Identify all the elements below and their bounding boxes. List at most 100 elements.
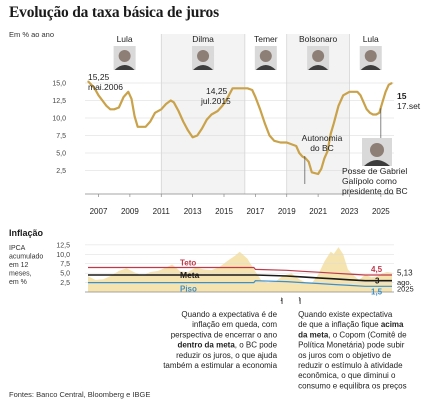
selic-point (369, 112, 371, 114)
selic-point (286, 141, 288, 144)
selic-point (330, 133, 332, 135)
peak-value-label: 14,25 (206, 86, 228, 96)
inflation-title: Inflação (9, 228, 44, 238)
x-tick-label: 2013 (184, 207, 202, 216)
x-tick-label: 2019 (278, 207, 296, 216)
y-tick-label: 12,5 (52, 98, 66, 105)
ipca-end-date-1: ago. (397, 278, 412, 287)
note-text: inflação em queda, com (192, 320, 277, 329)
selic-point (109, 108, 111, 110)
note-bold-text: dentro da meta (177, 341, 235, 350)
president-3: Bolsonaro (299, 34, 338, 70)
selic-point (105, 105, 107, 107)
selic-point (381, 101, 384, 103)
end-value-label: 15 (397, 91, 407, 101)
selic-point (170, 99, 172, 102)
x-tick-label: 2025 (372, 207, 390, 216)
selic-point (384, 91, 387, 93)
selic-point (113, 108, 115, 110)
note-right-line: reduzir o estímulo à atividade (298, 361, 403, 370)
president-1: Dilma (192, 34, 214, 70)
note-text: , o Copom (Comitê de (328, 330, 407, 339)
note-bold-text: da meta (298, 330, 329, 339)
note-text: Quando existe expectativa (298, 310, 393, 319)
x-tick-label: 2023 (341, 207, 359, 216)
meta-label: Meta (180, 270, 200, 280)
teto-label: Teto (180, 259, 196, 268)
source-note: Fontes: Banco Central, Bloomberg e IBGE (9, 390, 151, 399)
y-tick-label: 2,5 (60, 280, 70, 287)
band-teto (88, 266, 392, 276)
note-marker-down: ↓ (280, 296, 284, 303)
selic-point (348, 91, 351, 93)
selic-point (254, 96, 256, 98)
selic-point (356, 91, 358, 93)
inflation-ylabel: em % (9, 279, 27, 286)
ipca-end-date-2: 2025 (397, 285, 414, 294)
selic-point (298, 152, 300, 154)
band-piso (88, 280, 392, 287)
y-tick-label: 10,0 (52, 116, 66, 123)
selic-point (391, 82, 393, 84)
note-right-line: econômica, o que diminui o (298, 371, 396, 380)
unit-label: Em % ao ano (9, 30, 55, 39)
ipca-area (88, 247, 392, 292)
selic-point (165, 103, 167, 105)
selic-point (192, 136, 194, 138)
photo-shoulders (193, 65, 214, 70)
x-tick-label: 2007 (90, 207, 108, 216)
selic-point (295, 145, 297, 147)
galipolo-label-1: Posse de Gabriel (342, 166, 407, 176)
note-text: também a estimular a economia (163, 361, 277, 370)
y-tick-label: 15,0 (52, 81, 66, 88)
galipolo-annotation (362, 108, 392, 166)
selic-point (173, 101, 175, 103)
selic-point (127, 91, 129, 93)
photo-head (370, 143, 384, 157)
selic-point (337, 105, 340, 107)
selic-point (133, 115, 136, 117)
meta-end-label: 3 (375, 277, 380, 286)
note-right-line: de que a inflação fique acima (298, 320, 404, 329)
teto-end-label: 4,5 (371, 265, 383, 274)
selic-point (177, 110, 180, 112)
note-text: econômica, o que diminui o (298, 371, 396, 380)
note-bold-text: acima (381, 320, 404, 329)
note-marker-up: ↑ (298, 296, 302, 303)
selic-point (317, 173, 319, 175)
piso-label: Piso (180, 285, 197, 294)
selic-point (196, 134, 198, 137)
selic-point (264, 122, 266, 124)
note-right-line: consumo e equilibra os preços (298, 381, 407, 390)
x-tick-label: 2011 (153, 207, 171, 216)
note-left-line: perspectiva de encerrar o ano (171, 330, 278, 339)
selic-point (363, 101, 365, 103)
selic-point (308, 161, 310, 163)
end-date-label: 17.set (397, 101, 421, 111)
y-tick-label: 10,0 (56, 252, 70, 259)
y-tick-label: 12,5 (56, 242, 70, 249)
galipolo-label-3: presidente do BC (342, 186, 408, 196)
selic-point (273, 140, 275, 142)
photo-shoulders (360, 65, 381, 70)
photo-shoulders (255, 65, 276, 70)
president-name: Bolsonaro (299, 34, 338, 44)
y-tick-label: 7,5 (60, 261, 70, 268)
selic-point (206, 119, 208, 121)
selic-point (93, 87, 96, 89)
selic-point (326, 150, 329, 152)
selic-point (130, 98, 133, 100)
y-tick-label: 5,0 (56, 151, 66, 158)
photo-head (197, 50, 210, 62)
photo-head (312, 50, 325, 62)
note-text: de que a inflação fique (298, 320, 381, 329)
photo-head (259, 50, 272, 62)
note-text: Política Monetária) pode subir (298, 341, 405, 350)
note-text: , o BC pode (235, 341, 278, 350)
note-left-line: dentro da meta, o BC pode (177, 341, 277, 350)
selic-point (221, 105, 224, 107)
galipolo-label-2: Galípolo como (342, 176, 397, 186)
note-text: Quando a expectativa é de (181, 310, 277, 319)
note-right-line: Quando existe expectativa (298, 310, 393, 319)
inflation-ylabel: em 12 (9, 262, 29, 269)
